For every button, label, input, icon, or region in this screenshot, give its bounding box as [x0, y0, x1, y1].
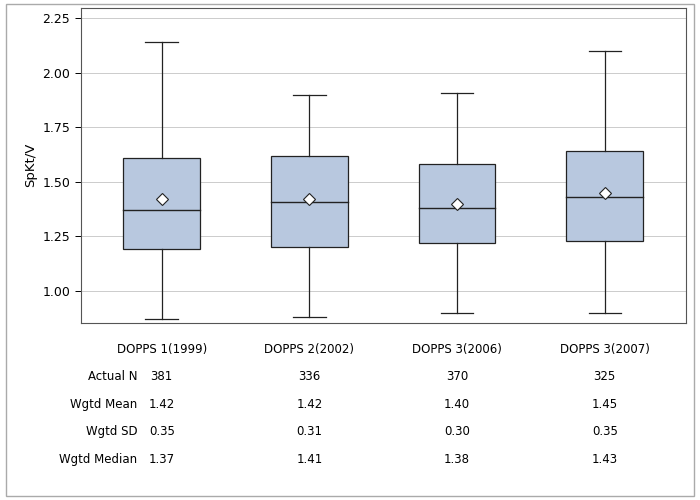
Text: Wgtd Median: Wgtd Median — [60, 452, 137, 466]
Text: Actual N: Actual N — [88, 370, 137, 383]
Text: DOPPS 3(2007): DOPPS 3(2007) — [560, 342, 650, 355]
Bar — [271, 156, 348, 248]
Text: 325: 325 — [594, 370, 616, 383]
Text: 0.35: 0.35 — [149, 425, 175, 438]
Bar — [419, 164, 496, 243]
Text: 381: 381 — [150, 370, 173, 383]
Bar — [123, 158, 200, 250]
Bar — [566, 152, 643, 241]
Text: 1.42: 1.42 — [296, 398, 323, 410]
Text: 336: 336 — [298, 370, 321, 383]
Text: DOPPS 2(2002): DOPPS 2(2002) — [265, 342, 354, 355]
Text: 1.42: 1.42 — [148, 398, 175, 410]
Text: 0.35: 0.35 — [592, 425, 617, 438]
Text: 1.45: 1.45 — [592, 398, 618, 410]
Text: DOPPS 3(2006): DOPPS 3(2006) — [412, 342, 502, 355]
Text: 1.37: 1.37 — [148, 452, 175, 466]
Text: Wgtd Mean: Wgtd Mean — [70, 398, 137, 410]
Text: Wgtd SD: Wgtd SD — [86, 425, 137, 438]
Text: 1.43: 1.43 — [592, 452, 618, 466]
Text: 0.30: 0.30 — [444, 425, 470, 438]
Text: 1.41: 1.41 — [296, 452, 323, 466]
Text: 0.31: 0.31 — [296, 425, 323, 438]
Y-axis label: SpKt/V: SpKt/V — [24, 143, 36, 187]
Text: 1.38: 1.38 — [444, 452, 470, 466]
Text: DOPPS 1(1999): DOPPS 1(1999) — [117, 342, 207, 355]
Text: 370: 370 — [446, 370, 468, 383]
Text: 1.40: 1.40 — [444, 398, 470, 410]
